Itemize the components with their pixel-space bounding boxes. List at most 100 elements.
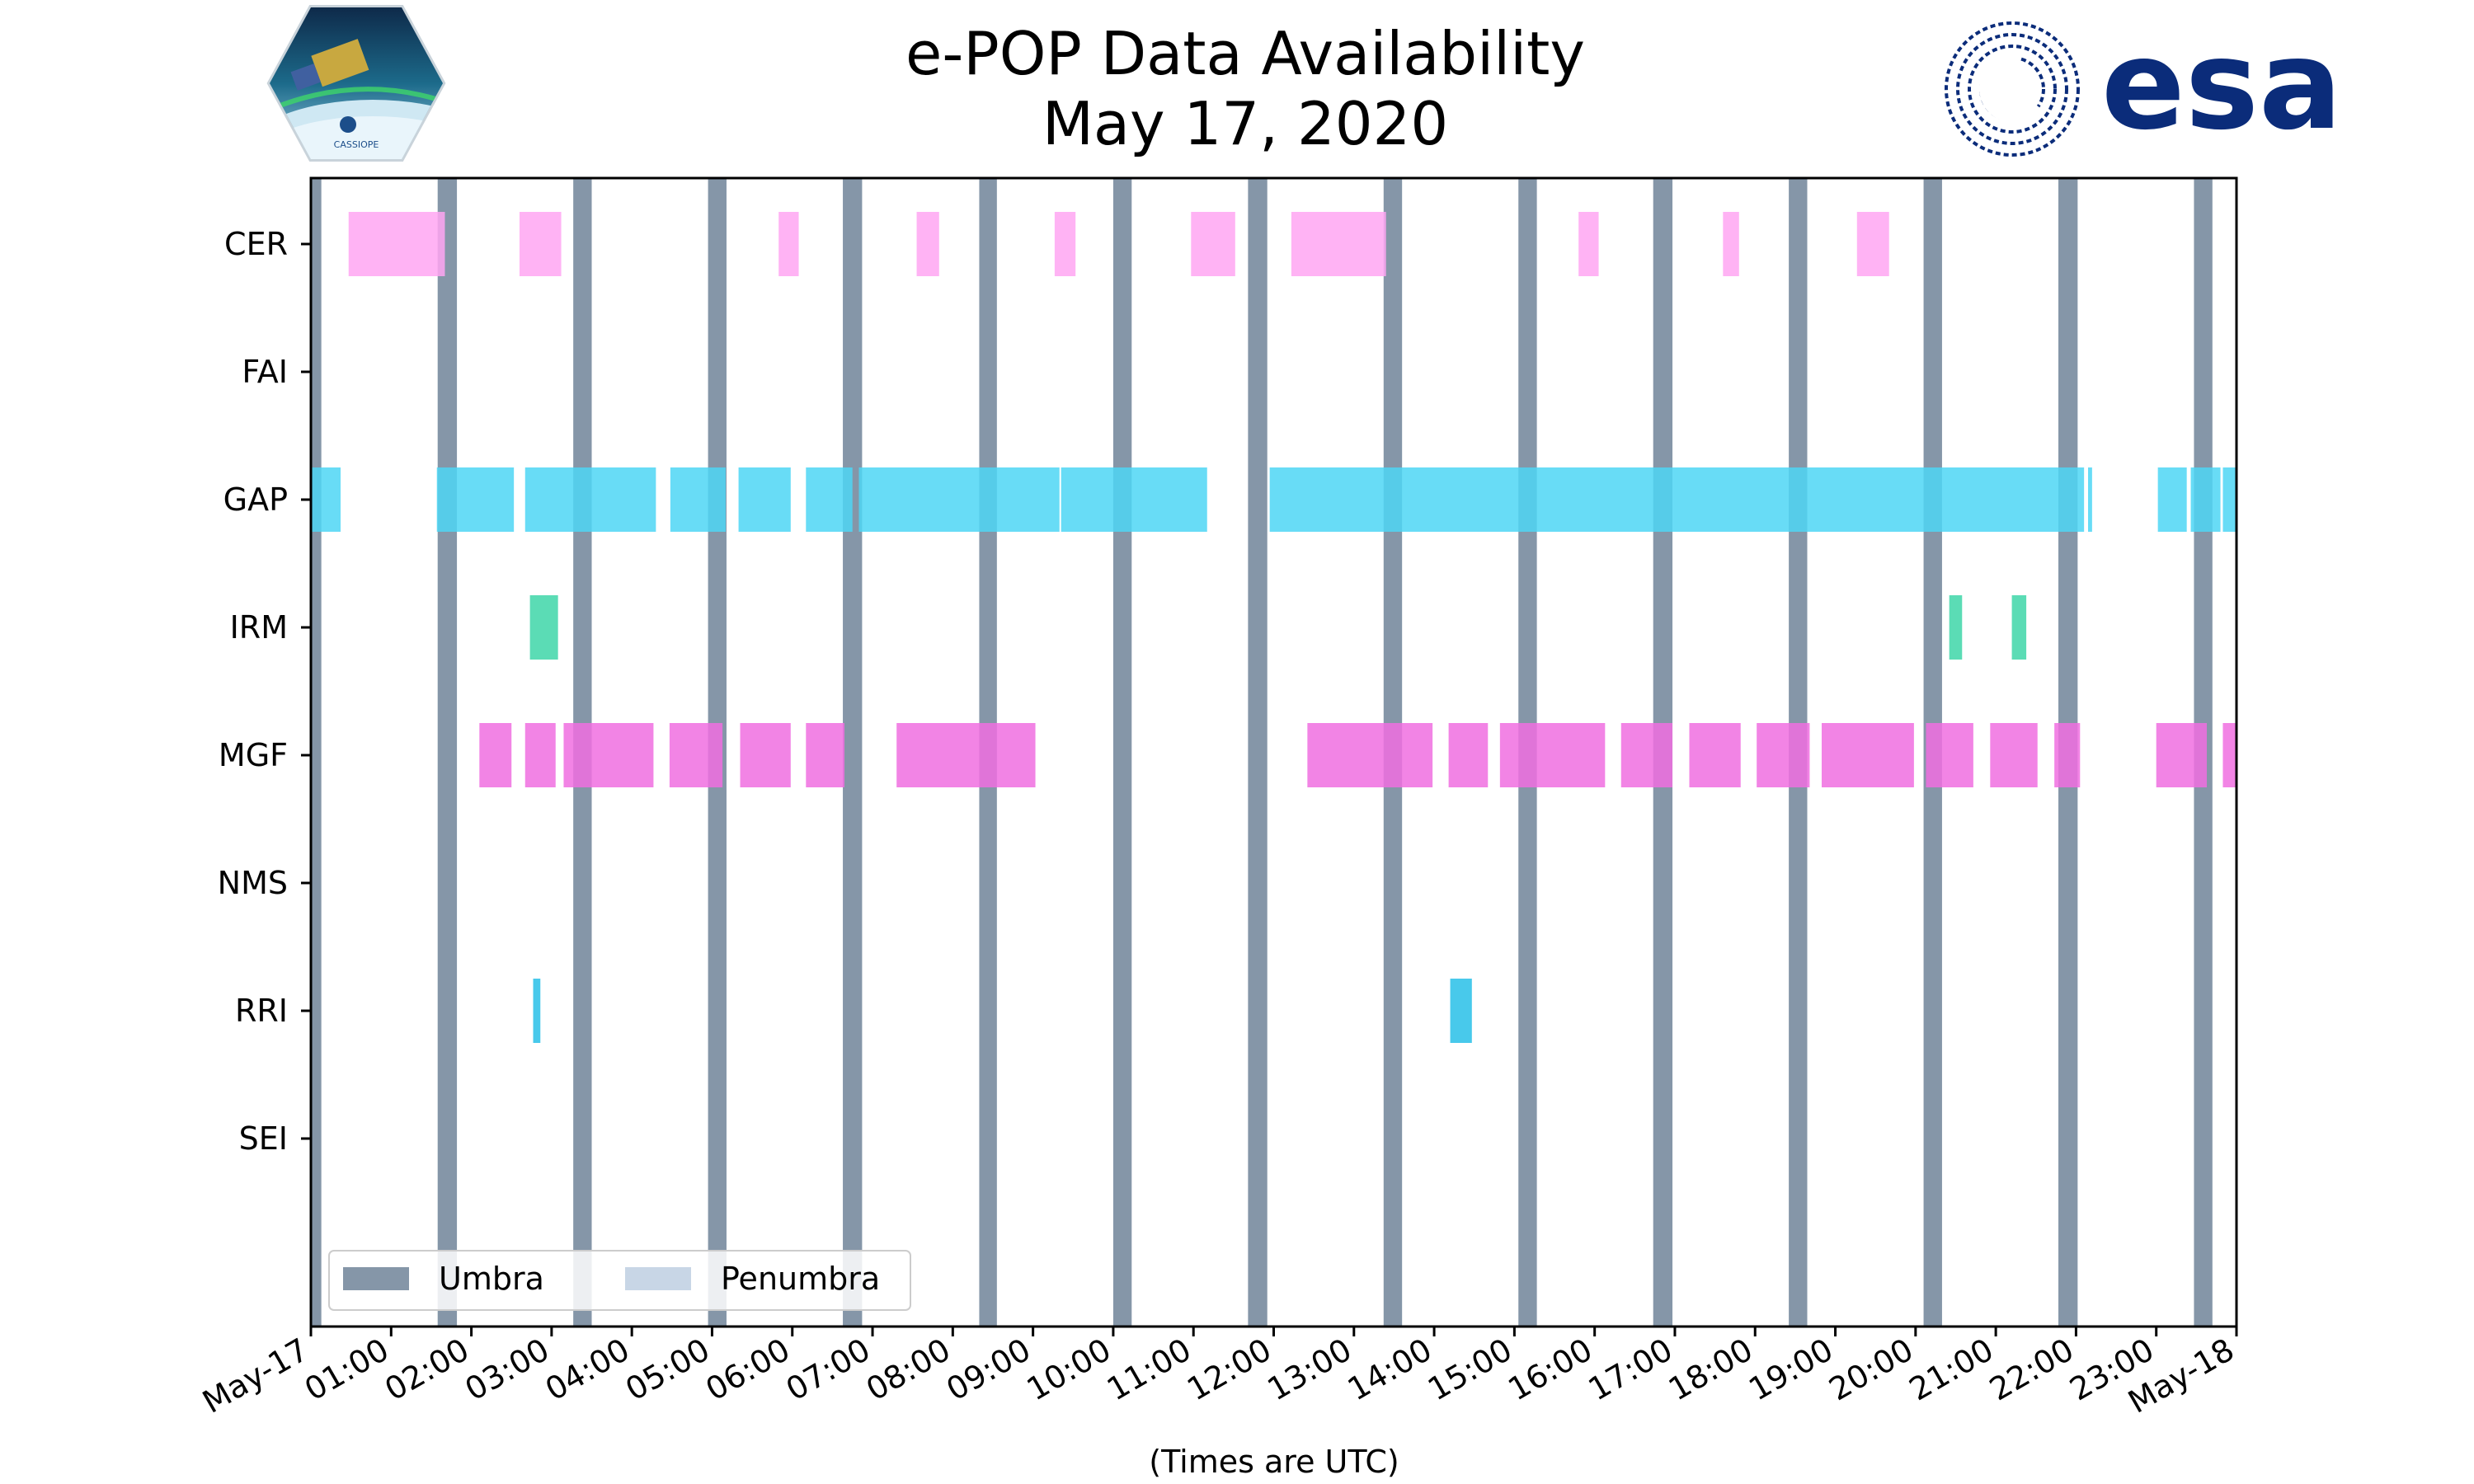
bar-cer bbox=[1856, 212, 1889, 276]
bar-gap bbox=[858, 467, 1060, 532]
x-tick-label: 09:00 bbox=[940, 1331, 1037, 1408]
bar-rri bbox=[1450, 979, 1472, 1043]
bar-cer bbox=[916, 212, 939, 276]
bar-gap bbox=[436, 467, 515, 532]
bar-gap bbox=[2190, 467, 2221, 532]
bar-gap bbox=[2222, 467, 2236, 532]
x-tick-label: 10:00 bbox=[1021, 1331, 1117, 1408]
bar-cer bbox=[1578, 212, 1599, 276]
plot-area bbox=[309, 176, 2238, 1328]
x-tick-label: May-17 bbox=[196, 1331, 314, 1421]
x-tick-label: 05:00 bbox=[619, 1331, 716, 1408]
legend: Umbra Penumbra bbox=[328, 1250, 911, 1311]
umbra-layer bbox=[311, 178, 2213, 1327]
bar-irm bbox=[2011, 595, 2027, 660]
bar-mgf bbox=[2156, 723, 2208, 787]
bar-gap bbox=[738, 467, 791, 532]
bar-gap bbox=[1269, 467, 2085, 532]
bar-cer bbox=[1723, 212, 1739, 276]
bar-mgf bbox=[2222, 723, 2236, 787]
bar-cer bbox=[348, 212, 445, 276]
x-tick-label: 12:00 bbox=[1181, 1331, 1277, 1408]
chart-title: e-POP Data Availability bbox=[905, 19, 1585, 88]
bar-mgf bbox=[806, 723, 844, 787]
x-axis: May-1701:0002:0003:0004:0005:0006:0007:0… bbox=[196, 1327, 2241, 1421]
x-tick-label: 18:00 bbox=[1663, 1331, 1759, 1408]
x-tick-label: 01:00 bbox=[299, 1331, 395, 1408]
legend-umbra-swatch bbox=[343, 1267, 409, 1290]
legend-penumbra-label: Penumbra bbox=[721, 1261, 880, 1297]
x-tick-label: 06:00 bbox=[699, 1331, 796, 1408]
bar-mgf bbox=[1499, 723, 1606, 787]
x-tick-label: 14:00 bbox=[1342, 1331, 1438, 1408]
y-tick-label: GAP bbox=[223, 481, 288, 518]
x-tick-label: 20:00 bbox=[1823, 1331, 1919, 1408]
bar-mgf bbox=[2054, 723, 2081, 787]
x-tick-label: 07:00 bbox=[780, 1331, 877, 1408]
bar-gap bbox=[1061, 467, 1207, 532]
legend-umbra-label: Umbra bbox=[439, 1261, 544, 1297]
cassiope-logo-text: CASSIOPE bbox=[334, 139, 379, 150]
bar-irm bbox=[529, 595, 558, 660]
x-tick-label: 15:00 bbox=[1422, 1331, 1518, 1408]
umbra-band bbox=[1112, 178, 1132, 1327]
y-tick-label: NMS bbox=[218, 865, 288, 901]
bar-mgf bbox=[1926, 723, 1973, 787]
bar-mgf bbox=[1822, 723, 1914, 787]
esa-logo: esa bbox=[1945, 14, 2342, 157]
bar-mgf bbox=[1448, 723, 1489, 787]
bar-cer bbox=[1291, 212, 1386, 276]
y-tick-label: RRI bbox=[235, 993, 288, 1029]
x-axis-label: (Times are UTC) bbox=[1149, 1444, 1399, 1480]
y-tick-label: CER bbox=[224, 226, 288, 262]
bar-mgf bbox=[1990, 723, 2038, 787]
bar-gap bbox=[311, 467, 341, 532]
bar-cer bbox=[1054, 212, 1076, 276]
x-tick-label: 03:00 bbox=[459, 1331, 556, 1408]
bar-gap bbox=[524, 467, 656, 532]
x-tick-label: 02:00 bbox=[379, 1331, 475, 1408]
bar-mgf bbox=[1307, 723, 1433, 787]
x-tick-label: 04:00 bbox=[539, 1331, 636, 1408]
bar-gap bbox=[2088, 467, 2092, 532]
bar-mgf bbox=[896, 723, 1036, 787]
bar-mgf bbox=[1689, 723, 1741, 787]
bar-cer bbox=[1191, 212, 1235, 276]
bar-mgf bbox=[479, 723, 512, 787]
bar-mgf bbox=[740, 723, 791, 787]
x-tick-label: 08:00 bbox=[860, 1331, 957, 1408]
bar-mgf bbox=[524, 723, 556, 787]
umbra-band bbox=[311, 178, 322, 1327]
esa-logo-text: esa bbox=[2101, 14, 2342, 157]
bar-cer bbox=[519, 212, 562, 276]
x-tick-label: 17:00 bbox=[1583, 1331, 1679, 1408]
legend-box bbox=[328, 1250, 911, 1311]
y-tick-label: MGF bbox=[219, 737, 288, 773]
umbra-band bbox=[437, 178, 458, 1327]
umbra-band bbox=[843, 178, 863, 1327]
y-tick-label: SEI bbox=[239, 1120, 288, 1157]
x-tick-label: 21:00 bbox=[1903, 1331, 2000, 1408]
x-tick-label: 13:00 bbox=[1261, 1331, 1357, 1408]
x-tick-label: 16:00 bbox=[1502, 1331, 1598, 1408]
x-tick-label: 22:00 bbox=[1983, 1331, 2080, 1408]
bar-mgf bbox=[1620, 723, 1673, 787]
bar-gap bbox=[2157, 467, 2187, 532]
bar-irm bbox=[1949, 595, 1963, 660]
umbra-band bbox=[1248, 178, 1268, 1327]
legend-penumbra-swatch bbox=[625, 1267, 691, 1290]
bar-rri bbox=[533, 979, 541, 1043]
x-tick-label: 11:00 bbox=[1101, 1331, 1197, 1408]
bar-mgf bbox=[669, 723, 723, 787]
bar-gap bbox=[670, 467, 726, 532]
bar-gap bbox=[806, 467, 853, 532]
y-tick-label: IRM bbox=[230, 609, 288, 646]
y-tick-label: FAI bbox=[242, 354, 288, 390]
chart-subtitle: May 17, 2020 bbox=[1042, 89, 1448, 158]
bar-mgf bbox=[1757, 723, 1810, 787]
bar-mgf bbox=[563, 723, 654, 787]
bar-layer bbox=[311, 212, 2236, 1043]
x-tick-label: 19:00 bbox=[1743, 1331, 1839, 1408]
bar-cer bbox=[778, 212, 799, 276]
